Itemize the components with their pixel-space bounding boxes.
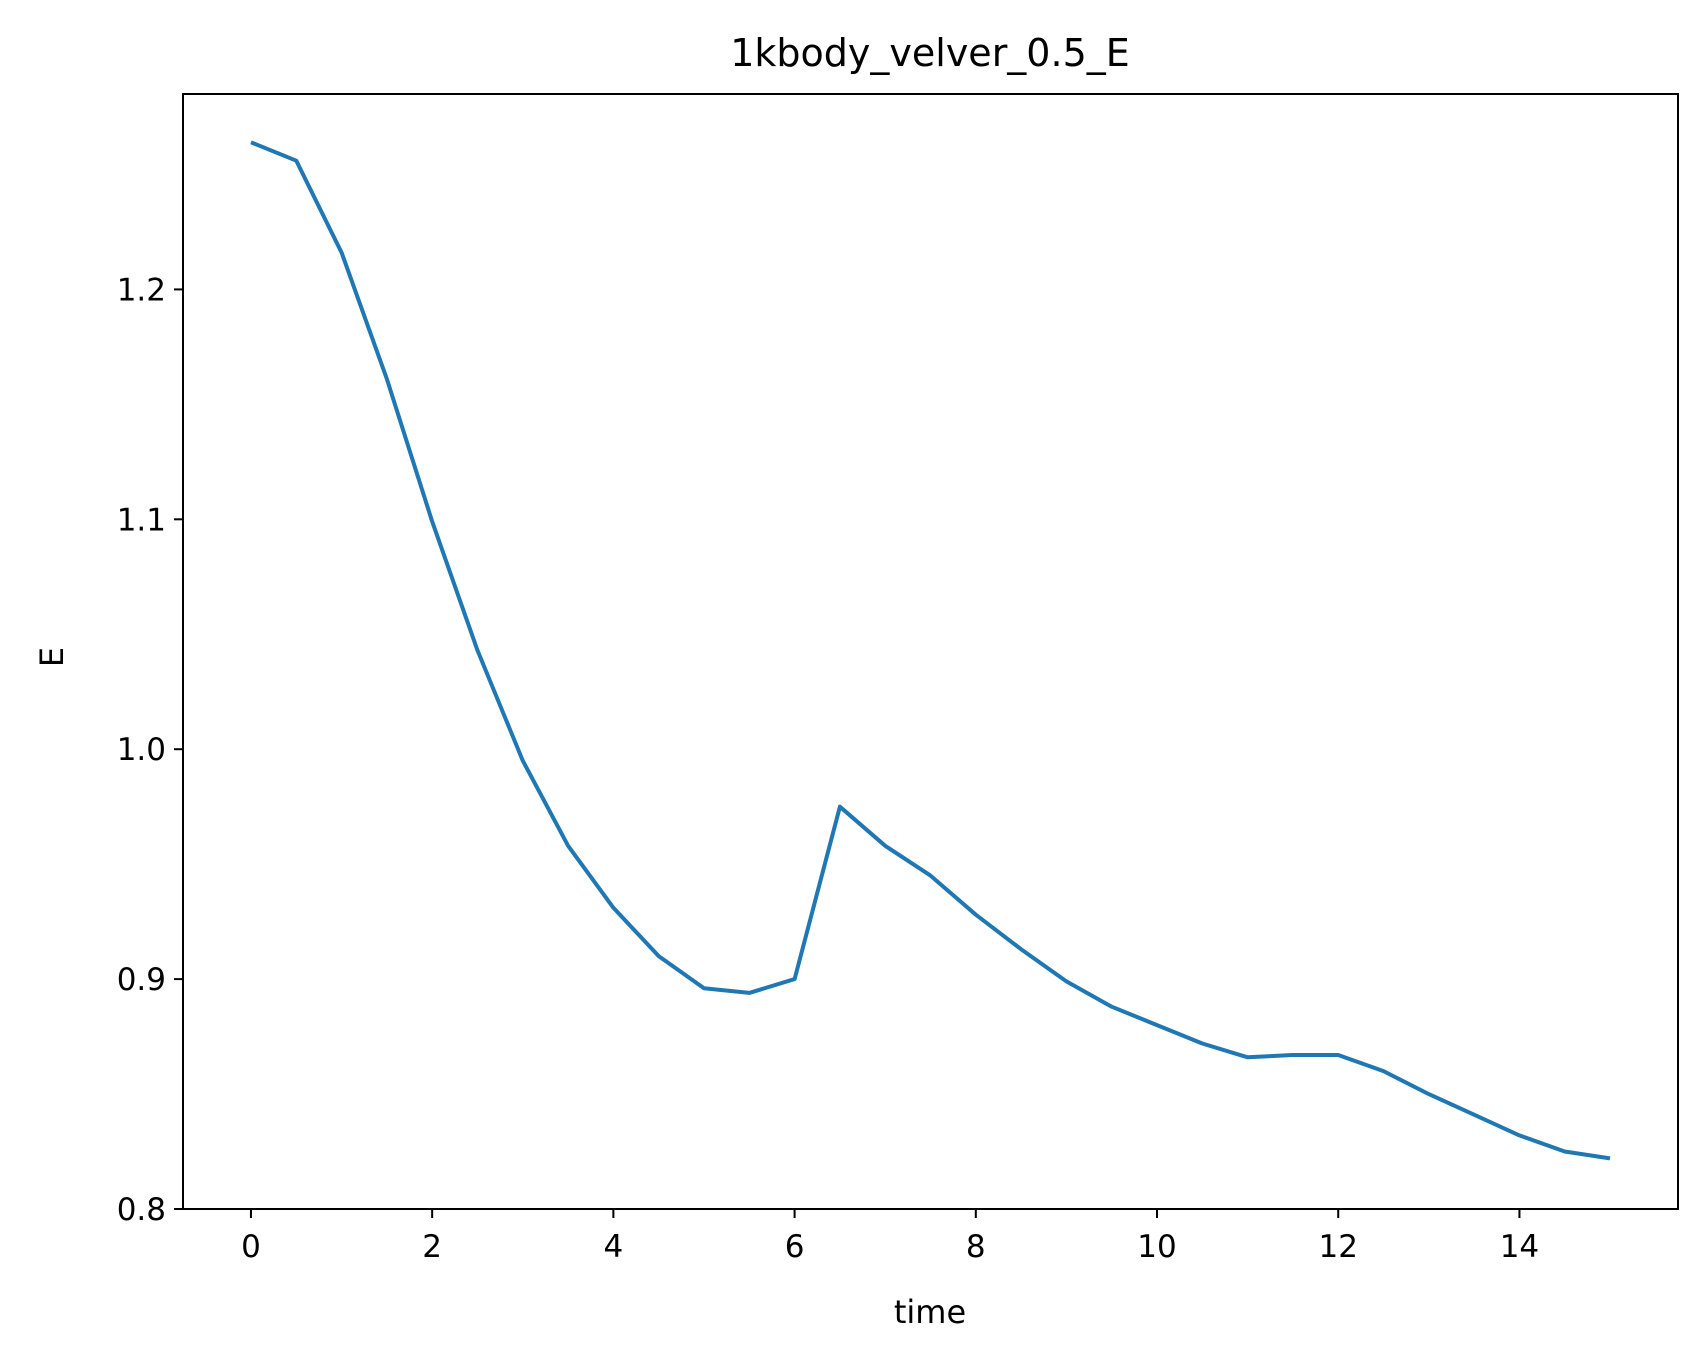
y-axis-label: E xyxy=(33,647,71,667)
y-tick-label: 0.9 xyxy=(117,962,166,998)
y-tick-label: 0.8 xyxy=(117,1192,166,1228)
y-tick-label: 1.0 xyxy=(117,732,166,768)
x-tick-label: 4 xyxy=(604,1229,624,1265)
x-tick-label: 10 xyxy=(1137,1229,1176,1265)
x-axis-ticks: 0 2 4 6 8 10 12 14 xyxy=(241,1209,1539,1265)
chart-title: 1kbody_velver_0.5_E xyxy=(730,31,1130,75)
x-tick-label: 8 xyxy=(966,1229,986,1265)
y-tick-label: 1.1 xyxy=(117,502,166,538)
x-tick-label: 12 xyxy=(1319,1229,1358,1265)
x-axis-label: time xyxy=(894,1293,966,1331)
x-tick-label: 6 xyxy=(785,1229,805,1265)
series-line xyxy=(250,140,1611,1161)
plot-area xyxy=(183,94,1678,1209)
x-tick-label: 14 xyxy=(1500,1229,1539,1265)
y-tick-label: 1.2 xyxy=(117,272,166,308)
x-tick-label: 0 xyxy=(241,1229,261,1265)
y-axis-ticks: 0.8 0.9 1.0 1.1 1.2 xyxy=(117,272,183,1228)
plot-frame xyxy=(182,93,1679,1210)
x-tick-label: 2 xyxy=(422,1229,442,1265)
series-layer xyxy=(250,140,1611,1161)
